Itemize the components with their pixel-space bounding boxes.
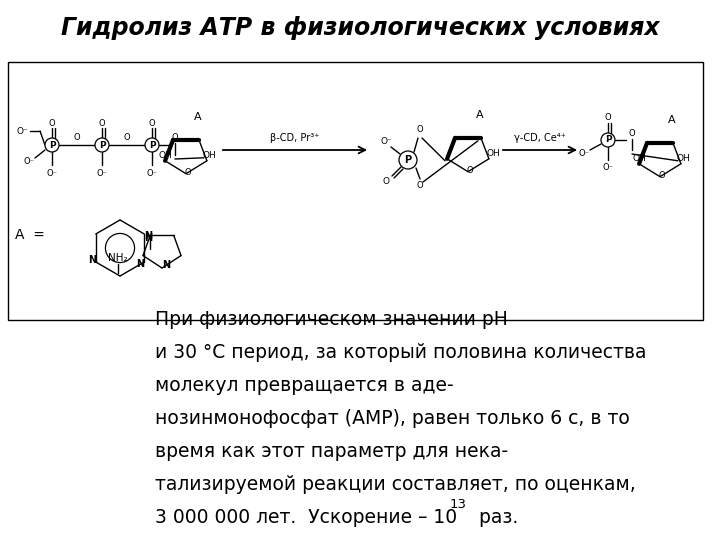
Text: O⁻: O⁻: [380, 138, 392, 146]
Text: O: O: [185, 168, 192, 177]
Text: N: N: [88, 255, 96, 265]
Circle shape: [399, 151, 417, 169]
Circle shape: [95, 138, 109, 152]
Text: O⁻: O⁻: [24, 158, 35, 166]
Text: O: O: [149, 118, 156, 127]
Text: A: A: [476, 110, 484, 120]
Text: OH: OH: [202, 151, 216, 160]
Text: A: A: [194, 112, 202, 122]
Text: OH: OH: [676, 154, 690, 164]
Text: O: O: [382, 178, 390, 186]
Text: OH: OH: [486, 150, 500, 158]
Bar: [8, 62, 703, 320]
Text: O: O: [99, 118, 105, 127]
Text: O⁻: O⁻: [47, 168, 58, 178]
Text: O: O: [467, 166, 473, 175]
Text: O: O: [659, 171, 665, 180]
Text: время как этот параметр для нека-: время как этот параметр для нека-: [155, 442, 508, 461]
Text: P: P: [605, 136, 611, 145]
Text: A  =: A =: [15, 228, 45, 242]
Text: N: N: [136, 259, 144, 269]
Text: P: P: [405, 155, 412, 165]
Text: 13: 13: [450, 498, 467, 511]
Circle shape: [601, 133, 615, 147]
Text: OH: OH: [632, 154, 646, 164]
Text: O⁻: O⁻: [96, 168, 107, 178]
Text: P: P: [49, 140, 55, 150]
Text: O⁻: O⁻: [603, 164, 613, 172]
Text: O⁻: O⁻: [578, 150, 590, 159]
Text: P: P: [99, 140, 105, 150]
Text: P: P: [149, 140, 156, 150]
Text: O: O: [171, 133, 179, 143]
Text: γ-CD, Ce⁴⁺: γ-CD, Ce⁴⁺: [514, 133, 566, 143]
Text: O⁻: O⁻: [146, 168, 158, 178]
Circle shape: [45, 138, 59, 152]
Text: N: N: [144, 233, 153, 244]
Circle shape: [145, 138, 159, 152]
Text: N: N: [162, 260, 170, 270]
Text: A: A: [668, 115, 676, 125]
Text: β-CD, Pr³⁺: β-CD, Pr³⁺: [270, 133, 320, 143]
Text: O: O: [629, 130, 635, 138]
Text: O: O: [49, 118, 55, 127]
Text: O: O: [417, 125, 423, 134]
Text: молекул превращается в аде-: молекул превращается в аде-: [155, 376, 454, 395]
Text: O: O: [124, 132, 130, 141]
Text: O: O: [605, 113, 611, 123]
Text: O⁻: O⁻: [16, 126, 28, 136]
Text: OH: OH: [158, 151, 172, 160]
Text: O: O: [73, 132, 81, 141]
Text: тализируемой реакции составляет, по оценкам,: тализируемой реакции составляет, по оцен…: [155, 475, 636, 494]
Text: раз.: раз.: [473, 508, 518, 527]
Text: 3 000 000 лет.  Ускорение – 10: 3 000 000 лет. Ускорение – 10: [155, 508, 457, 527]
Text: и 30 °C период, за который половина количества: и 30 °C период, за который половина коли…: [155, 343, 647, 362]
Text: При физиологическом значении pH: При физиологическом значении pH: [155, 310, 508, 329]
Text: O: O: [417, 181, 423, 191]
Text: нозинмонофосфат (АМР), равен только 6 с, в то: нозинмонофосфат (АМР), равен только 6 с,…: [155, 409, 630, 428]
Text: N: N: [144, 231, 153, 241]
Text: NH₂: NH₂: [108, 253, 128, 263]
Text: Гидролиз АТР в физиологических условиях: Гидролиз АТР в физиологических условиях: [60, 16, 660, 40]
